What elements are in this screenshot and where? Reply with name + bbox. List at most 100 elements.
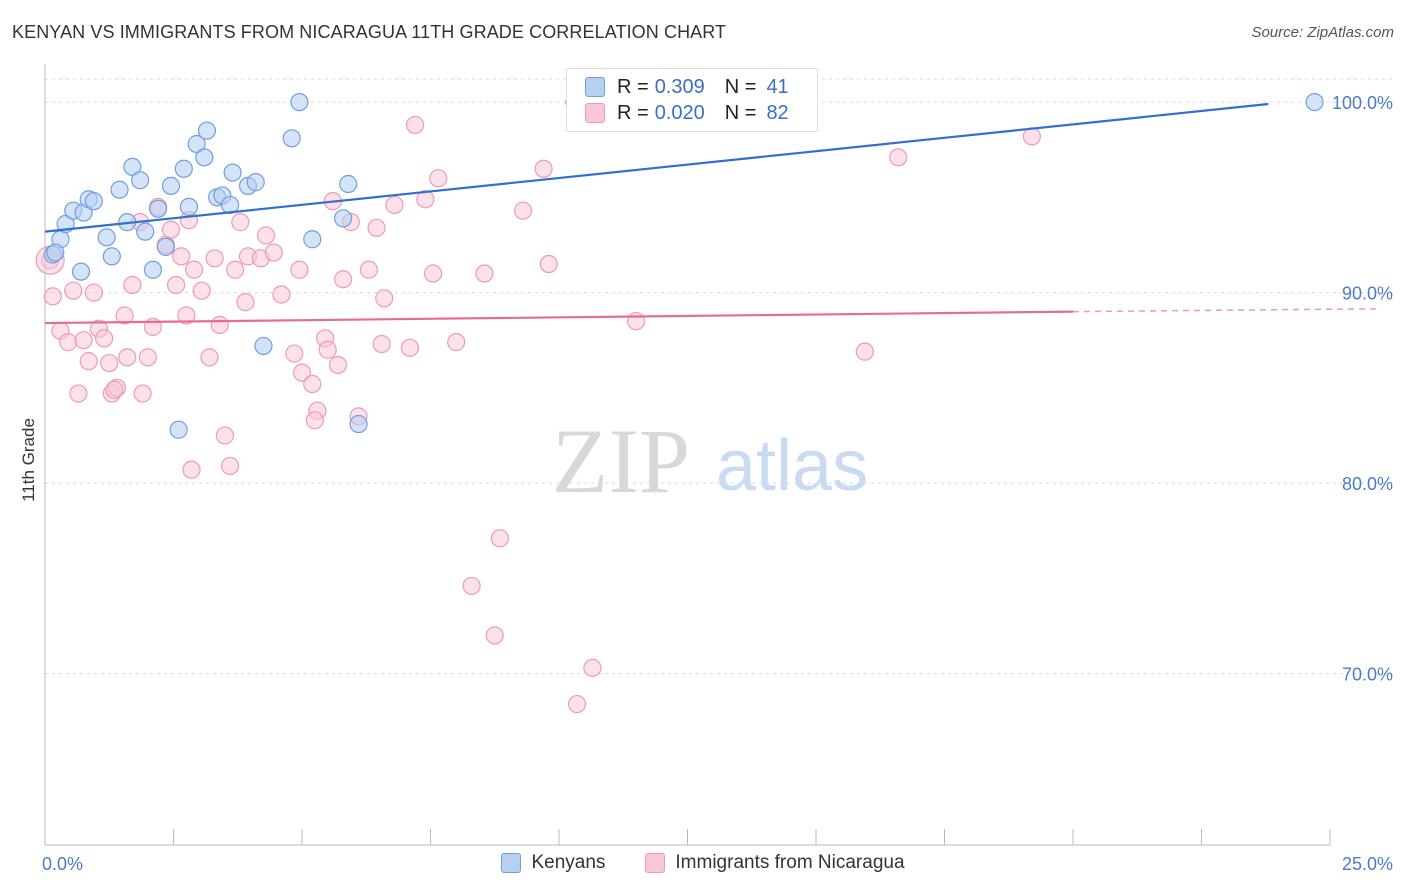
- nicaragua-point: [490, 529, 509, 548]
- nicaragua-point: [305, 411, 324, 430]
- series-legend: Kenyans Immigrants from Nicaragua: [0, 852, 1406, 874]
- nicaragua-point: [192, 281, 211, 300]
- trend-lines: [44, 102, 1381, 325]
- nicaragua-point: [172, 247, 191, 266]
- nicaragua-point: [889, 148, 908, 167]
- legend-row-kenyans: R = 0.309 N = 41: [585, 75, 789, 99]
- nicaragua-point: [429, 169, 448, 188]
- nicaragua-point: [334, 270, 353, 289]
- nicaragua-point: [375, 289, 394, 308]
- nicaragua-point: [231, 213, 250, 232]
- nicaragua-trend-line: [44, 310, 1074, 325]
- nicaragua-point: [1022, 127, 1041, 146]
- legend-n-value: 82: [766, 101, 789, 124]
- legend-label-nicaragua: Immigrants from Nicaragua: [675, 852, 905, 873]
- legend-swatch-kenyans: [501, 853, 522, 873]
- nicaragua-point: [69, 384, 88, 403]
- legend-n-value: 41: [766, 75, 789, 98]
- nicaragua-point: [272, 285, 291, 304]
- nicaragua-point: [303, 374, 322, 394]
- legend-r-value: 0.309: [654, 75, 705, 98]
- x-tick-label: 25.0%: [1342, 854, 1393, 874]
- watermark-zip: ZIP: [552, 410, 690, 512]
- kenyan-point: [161, 176, 181, 196]
- nicaragua-point: [583, 658, 602, 677]
- kenyan-point: [349, 414, 368, 434]
- kenyan-point: [334, 209, 353, 228]
- legend-n-label: N =: [724, 101, 757, 124]
- nicaragua-point: [539, 254, 558, 274]
- nicaragua-point: [359, 260, 378, 279]
- grid-lines: [45, 78, 1395, 675]
- nicaragua-point: [166, 275, 186, 295]
- kenyan-point: [290, 92, 309, 112]
- nicaragua-point: [200, 348, 219, 367]
- nicaragua-point: [100, 353, 119, 373]
- kenyan-point: [84, 192, 103, 211]
- kenyan-point: [110, 180, 129, 199]
- nicaragua-point: [285, 344, 304, 363]
- kenyan-point: [169, 420, 188, 439]
- y-axis-label: 11th Grade: [19, 418, 38, 502]
- nicaragua-point: [105, 380, 124, 399]
- nicaragua-point: [115, 306, 134, 325]
- nicaragua-point: [95, 329, 114, 348]
- kenyan-point: [187, 134, 206, 154]
- nicaragua-point: [84, 283, 103, 302]
- nicaragua-point: [59, 333, 78, 352]
- tick-labels: 70.0% 80.0% 90.0% 100.0% 0.0% 25.0%: [42, 93, 1393, 874]
- nicaragua-point: [367, 218, 386, 237]
- kenyan-point: [136, 222, 155, 241]
- nicaragua-point: [123, 275, 142, 295]
- y-tick-label: 100.0%: [1332, 93, 1393, 113]
- kenyan-point: [46, 243, 65, 262]
- nicaragua-point: [385, 195, 404, 215]
- nicaragua-point: [534, 159, 553, 178]
- nicaragua-point: [372, 334, 391, 354]
- nicaragua-point: [292, 363, 312, 382]
- x-tick-label: 0.0%: [42, 854, 83, 874]
- nicaragua-point: [423, 264, 443, 283]
- nicaragua-point: [74, 331, 93, 350]
- nicaragua-point: [462, 576, 481, 596]
- nicaragua-point: [405, 115, 425, 135]
- watermark: ZIP atlas: [552, 410, 868, 512]
- correlation-legend: R = 0.309 N = 41 R = 0.020 N = 82: [566, 68, 818, 132]
- nicaragua-point: [210, 315, 229, 335]
- nicaragua-point: [184, 260, 204, 279]
- nicaragua-point: [485, 626, 504, 645]
- nicaragua-point: [626, 312, 646, 331]
- nicaragua-point: [220, 456, 240, 476]
- kenyan-point: [303, 230, 322, 249]
- legend-item-kenyans: Kenyans: [501, 852, 605, 874]
- nicaragua-point: [79, 352, 98, 371]
- nicaragua-point: [177, 306, 196, 325]
- nicaragua-point: [318, 340, 337, 359]
- nicaragua-point: [475, 264, 494, 283]
- kenyan-point: [1305, 92, 1324, 112]
- kenyan-point: [71, 262, 91, 281]
- kenyan-trend-line: [44, 102, 1269, 233]
- nicaragua-point: [328, 355, 348, 375]
- kenyan-point: [223, 163, 242, 182]
- y-tick-label: 80.0%: [1342, 474, 1393, 494]
- kenyan-point: [197, 121, 217, 140]
- legend-r-value: 0.020: [654, 101, 705, 124]
- nicaragua-point: [416, 190, 435, 209]
- kenyan-point: [282, 129, 301, 148]
- legend-label-kenyans: Kenyans: [531, 852, 606, 873]
- legend-swatch-blue: [585, 77, 605, 97]
- kenyan-point: [143, 260, 163, 279]
- kenyan-point: [148, 199, 168, 218]
- nicaragua-point: [161, 220, 181, 239]
- legend-row-nicaragua: R = 0.020 N = 82: [585, 101, 789, 125]
- nicaragua-trend-extension: [1072, 308, 1381, 313]
- legend-r-label: R =: [617, 75, 649, 98]
- watermark-atlas: atlas: [716, 426, 868, 506]
- legend-swatch-pink: [585, 103, 605, 123]
- nicaragua-point: [447, 333, 466, 352]
- chart-title: KENYAN VS IMMIGRANTS FROM NICARAGUA 11TH…: [12, 22, 727, 42]
- axes: [44, 64, 1331, 846]
- kenyan-point: [97, 228, 116, 247]
